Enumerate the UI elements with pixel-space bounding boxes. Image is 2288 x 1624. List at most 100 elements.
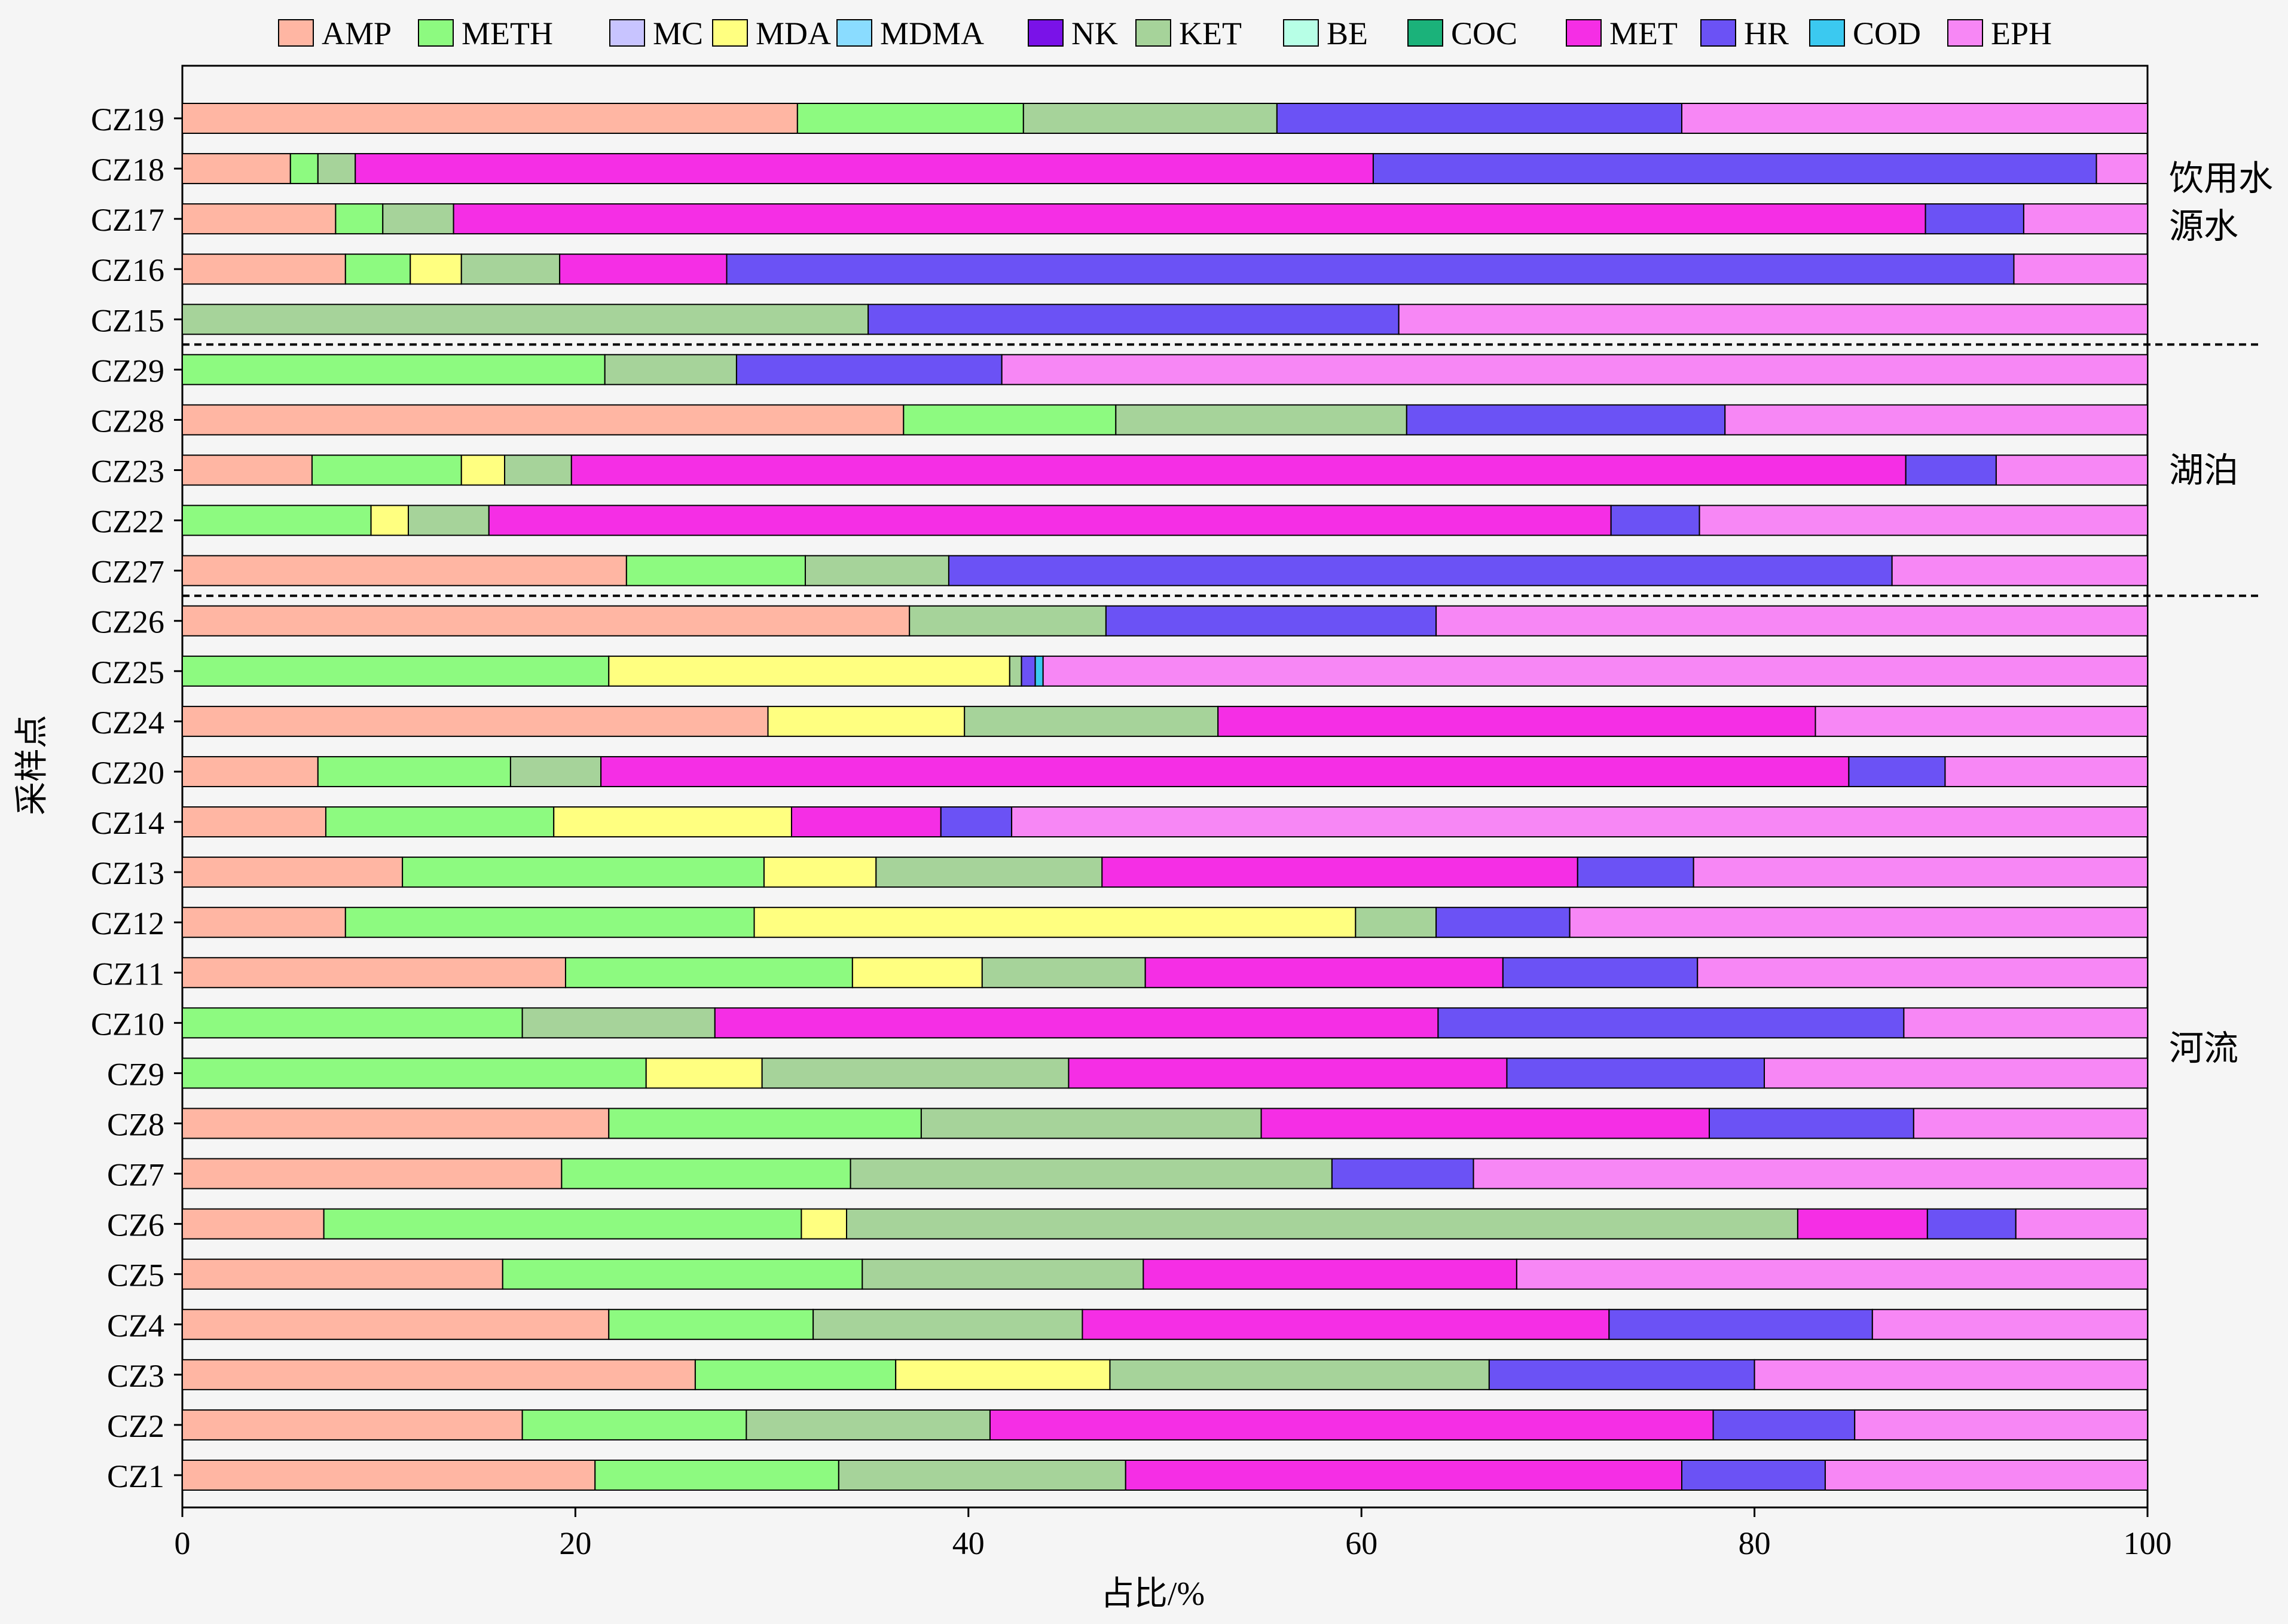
segment-cz6-hr <box>1926 1208 2017 1240</box>
bar-cz19 <box>182 103 2148 134</box>
legend-item-amp: AMP <box>278 16 392 51</box>
segment-cz22-eph <box>1699 504 2148 536</box>
bar-cz13 <box>182 857 2148 888</box>
segment-cz1-eph <box>1824 1460 2148 1491</box>
legend-label-meth: METH <box>462 16 553 51</box>
segment-cz22-meth <box>182 504 372 536</box>
segment-cz26-ket <box>909 605 1107 637</box>
segment-cz6-ket <box>846 1208 1798 1240</box>
bar-cz25 <box>182 655 2148 687</box>
segment-cz1-ket <box>838 1460 1126 1491</box>
legend-swatch-be <box>1283 19 1319 47</box>
bar-cz2 <box>182 1409 2149 1441</box>
segment-cz26-eph <box>1435 605 2148 637</box>
segment-cz9-ket <box>761 1057 1070 1089</box>
legend-item-cod: COD <box>1809 16 1921 51</box>
bar-cz5 <box>182 1258 2148 1290</box>
bar-cz9 <box>182 1057 2148 1089</box>
y-tick-label-cz1: CZ1 <box>107 1458 164 1494</box>
x-tick-label-0: 0 <box>175 1525 191 1561</box>
segment-cz25-hr <box>1021 655 1036 687</box>
segment-cz4-hr <box>1608 1308 1873 1340</box>
segment-cz9-met <box>1068 1057 1508 1089</box>
segment-cz25-eph <box>1042 655 2148 687</box>
segment-cz27-ket <box>804 555 949 586</box>
segment-cz8-hr <box>1708 1108 1914 1139</box>
segment-cz14-met <box>790 806 942 838</box>
segment-cz15-eph <box>1398 304 2149 335</box>
legend-label-mdma: MDMA <box>880 16 984 51</box>
segment-cz20-hr <box>1848 756 1946 787</box>
legend-item-mc: MC <box>609 16 703 51</box>
legend-label-cod: COD <box>1853 16 1921 51</box>
segment-cz11-meth <box>564 957 853 989</box>
segment-cz5-ket <box>862 1258 1144 1290</box>
legend-swatch-hr <box>1700 19 1736 47</box>
segment-cz23-ket <box>504 454 572 486</box>
segment-cz1-met <box>1125 1460 1682 1491</box>
segment-cz17-amp <box>182 203 337 235</box>
bar-cz29 <box>182 354 2148 386</box>
y-axis-title: 采样点 <box>14 715 51 815</box>
segment-cz22-hr <box>1610 504 1700 536</box>
y-tick-label-cz19: CZ19 <box>91 102 164 137</box>
segment-cz12-eph <box>1569 907 2149 938</box>
segment-cz27-eph <box>1891 555 2148 586</box>
segment-cz11-met <box>1144 957 1504 989</box>
segment-cz3-eph <box>1754 1359 2149 1390</box>
segment-cz28-eph <box>1724 404 2148 436</box>
legend-item-met: MET <box>1566 16 1678 51</box>
legend-item-mdma: MDMA <box>836 16 984 51</box>
segment-cz6-eph <box>2015 1208 2148 1240</box>
segment-cz11-amp <box>182 957 566 989</box>
segment-cz5-met <box>1143 1258 1517 1290</box>
segment-cz16-hr <box>726 253 2015 285</box>
y-tick-label-cz22: CZ22 <box>91 504 164 540</box>
segment-cz23-hr <box>1905 454 1997 486</box>
y-tick-label-cz12: CZ12 <box>91 906 164 941</box>
segment-cz17-ket <box>382 203 454 235</box>
segment-cz7-amp <box>182 1158 563 1189</box>
segment-cz23-meth <box>311 454 462 486</box>
legend-swatch-nk <box>1028 19 1064 47</box>
legend-swatch-mc <box>609 19 645 47</box>
bar-cz6 <box>182 1208 2148 1240</box>
segment-cz4-eph <box>1871 1308 2149 1340</box>
bar-cz17 <box>182 203 2148 235</box>
segment-cz3-meth <box>694 1359 897 1390</box>
y-tick-label-cz24: CZ24 <box>91 705 164 741</box>
x-tick-label-40: 40 <box>952 1525 985 1561</box>
segment-cz16-met <box>559 253 728 285</box>
y-tick-label-cz26: CZ26 <box>91 604 164 640</box>
y-tick-label-cz27: CZ27 <box>91 554 164 590</box>
x-tick-label-80: 80 <box>1739 1525 1771 1561</box>
segment-cz27-meth <box>625 555 806 586</box>
segment-cz28-amp <box>182 404 905 436</box>
segment-cz22-ket <box>408 504 490 536</box>
segment-cz1-meth <box>594 1460 839 1491</box>
segment-cz2-meth <box>521 1409 747 1441</box>
segment-cz13-meth <box>402 857 765 888</box>
segment-cz16-meth <box>344 253 411 285</box>
x-tick-label-60: 60 <box>1345 1525 1377 1561</box>
segment-cz10-eph <box>1903 1007 2149 1039</box>
segment-cz7-meth <box>561 1158 851 1189</box>
segment-cz28-meth <box>903 404 1117 436</box>
bar-cz15 <box>182 304 2149 335</box>
legend-item-mda: MDA <box>712 16 831 51</box>
segment-cz19-amp <box>182 103 798 134</box>
group-label-line: 饮用水 <box>2169 159 2273 198</box>
segment-cz15-ket <box>182 304 869 335</box>
segment-cz24-eph <box>1814 705 2149 737</box>
segment-cz9-mda <box>645 1057 763 1089</box>
bar-cz18 <box>182 153 2149 185</box>
legend-swatch-amp <box>278 19 314 47</box>
segment-cz25-meth <box>182 655 610 687</box>
bar-cz24 <box>182 705 2149 737</box>
segment-cz14-meth <box>325 806 555 838</box>
segment-cz20-meth <box>317 756 511 787</box>
y-tick-label-cz17: CZ17 <box>91 202 164 238</box>
segment-cz9-hr <box>1506 1057 1765 1089</box>
segment-cz2-met <box>989 1409 1714 1441</box>
